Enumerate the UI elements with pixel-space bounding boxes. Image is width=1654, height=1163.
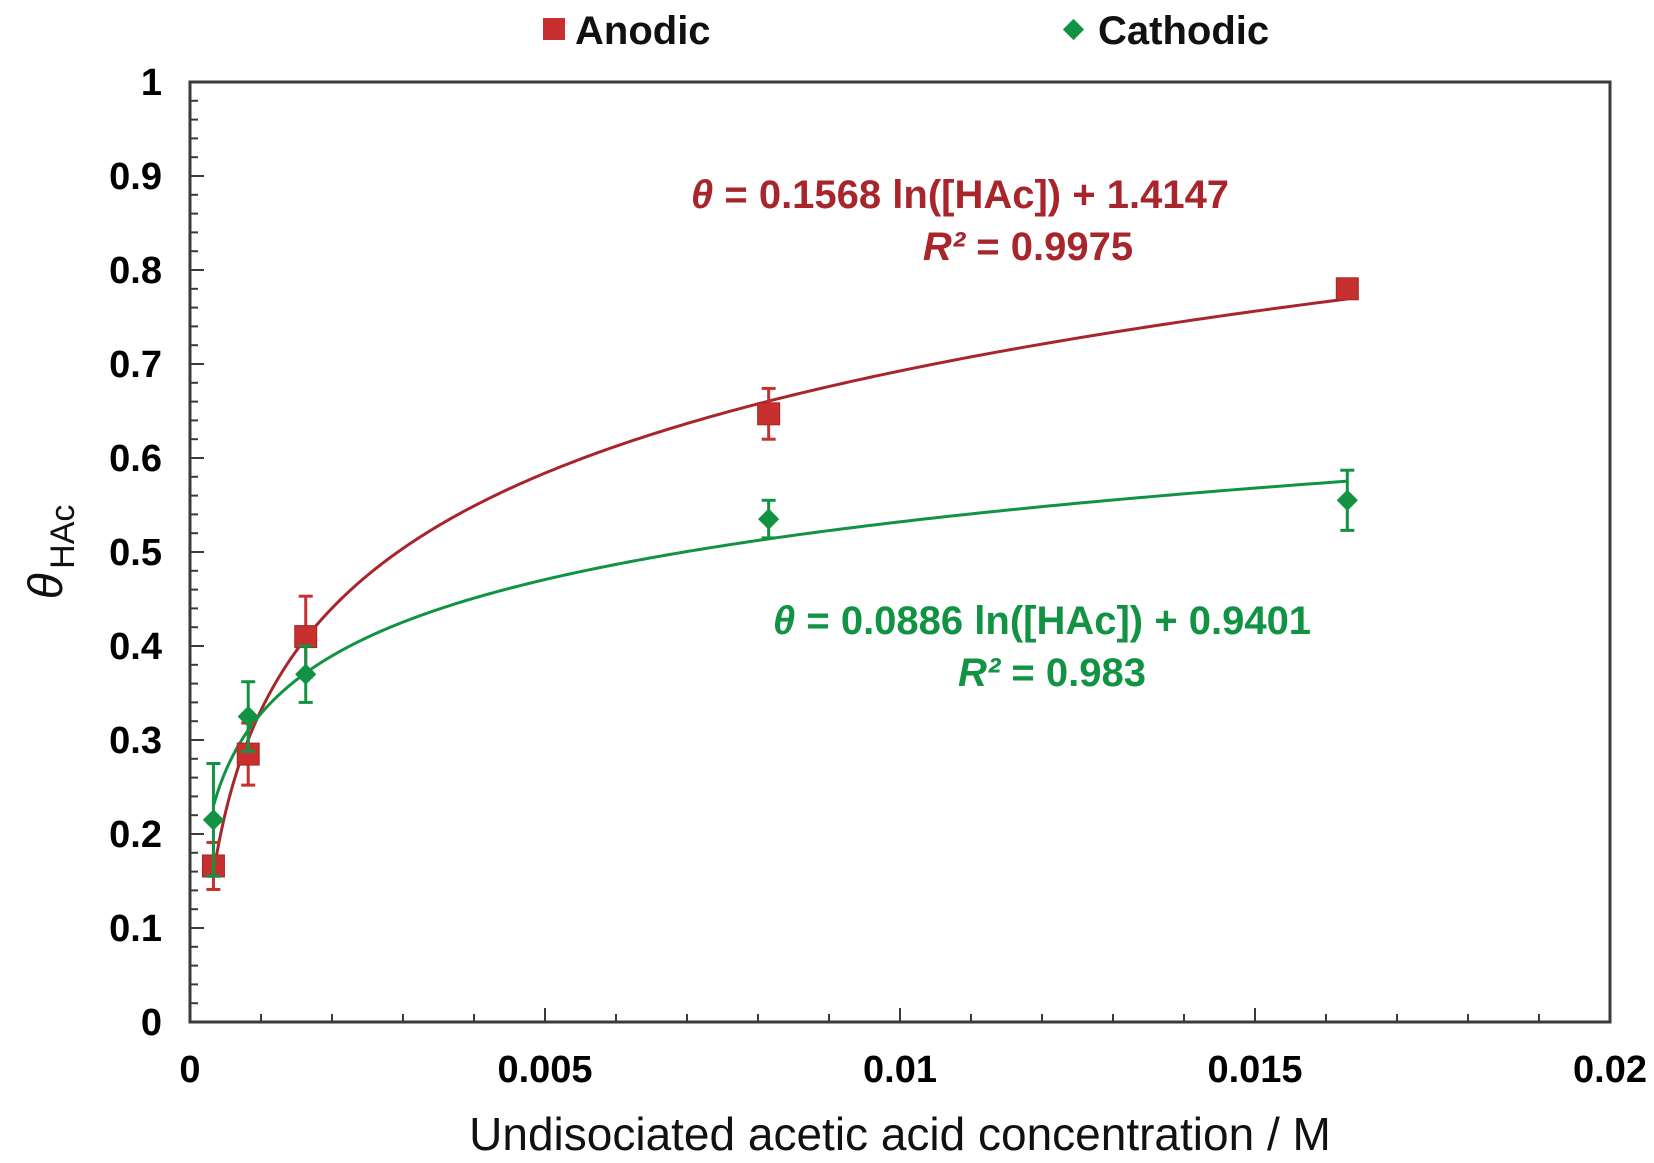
x-axis-title: Undisociated acetic acid concentration /…: [469, 1108, 1331, 1160]
legend-label-anodic: Anodic: [575, 9, 711, 53]
x-tick-label: 0.01: [863, 1049, 937, 1091]
y-tick-label: 0.3: [109, 720, 162, 762]
svg-text:θ HAc: θ HAc: [20, 505, 82, 600]
marker-cathodic: [202, 809, 225, 831]
y-tick-label: 0.8: [109, 250, 162, 292]
fit-curve-anodic: [211, 297, 1348, 874]
y-tick-label: 0.4: [109, 626, 162, 668]
legend-marker-cathodic: [1062, 18, 1085, 41]
data-point-cathodic: [237, 680, 259, 753]
y-tick-label: 1: [141, 62, 162, 104]
r2-cathodic: R² = 0.983: [958, 651, 1146, 695]
marker-anodic: [757, 402, 781, 426]
fit-curve-cathodic: [211, 479, 1348, 807]
marker-cathodic: [295, 663, 317, 685]
data-point-cathodic: [1336, 468, 1358, 532]
legend: Anodic Cathodic: [543, 9, 1269, 53]
y-tick-label: 0.9: [109, 156, 162, 198]
marker-cathodic: [1336, 489, 1358, 511]
y-tick-label: 0.5: [109, 532, 162, 574]
data-point-cathodic: [758, 498, 780, 540]
x-axis-tick-labels: 0 0.005 0.01 0.015 0.02: [179, 1049, 1647, 1091]
axis-ticks: [189, 81, 1611, 1023]
y-tick-label: 0: [141, 1002, 162, 1044]
y-tick-label: 0.7: [109, 344, 162, 386]
data-points: [201, 277, 1359, 891]
data-point-anodic: [757, 386, 781, 441]
x-tick-label: 0: [179, 1049, 200, 1091]
y-axis-title: θ HAc: [20, 505, 82, 600]
marker-anodic: [294, 625, 318, 649]
y-tick-label: 0.6: [109, 438, 162, 480]
marker-cathodic: [237, 705, 259, 728]
x-tick-label: 0.005: [497, 1049, 592, 1091]
equation-anodic: θ = 0.1568 ln([HAc]) + 1.4147: [691, 173, 1229, 217]
y-axis-title-subscript: HAc: [44, 505, 82, 569]
equation-cathodic: θ = 0.0886 ln([HAc]) + 0.9401: [773, 599, 1311, 643]
data-point-cathodic: [202, 762, 225, 878]
y-axis-title-symbol: θ: [20, 573, 73, 599]
r2-anodic: R² = 0.9975: [923, 225, 1133, 269]
legend-label-cathodic: Cathodic: [1098, 9, 1269, 53]
marker-anodic: [1335, 277, 1359, 301]
legend-marker-anodic: [543, 18, 565, 40]
x-tick-label: 0.02: [1573, 1049, 1647, 1091]
data-point-anodic: [1335, 277, 1359, 301]
marker-cathodic: [758, 508, 780, 530]
data-point-cathodic: [295, 644, 317, 704]
y-tick-label: 0.2: [109, 814, 162, 856]
y-axis-tick-labels: 0 0.1 0.2 0.3 0.4 0.5 0.6 0.7 0.8 0.9 1: [109, 62, 162, 1044]
x-tick-label: 0.015: [1207, 1049, 1302, 1091]
plot-area: [188, 80, 1612, 1024]
y-tick-label: 0.1: [109, 908, 162, 950]
